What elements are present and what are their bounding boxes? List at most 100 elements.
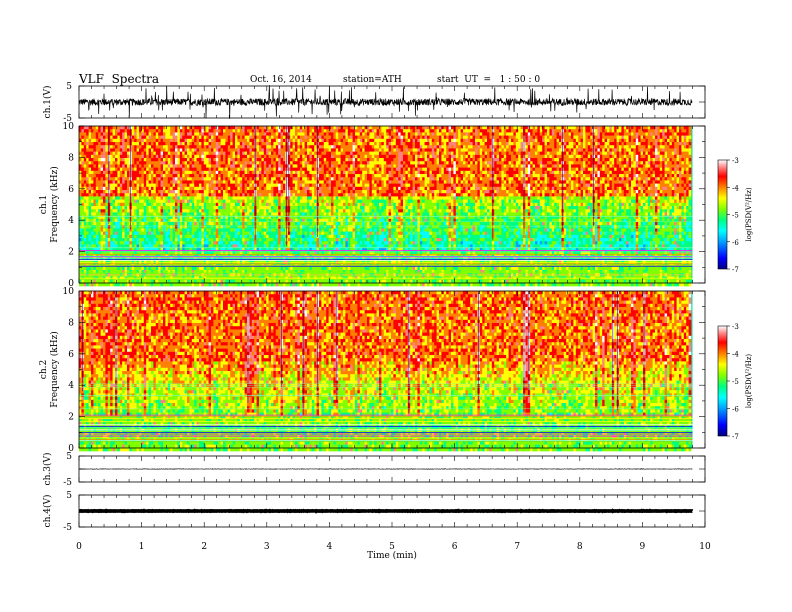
spectrogram-cell: [199, 228, 202, 232]
spectrogram-cell: [252, 196, 255, 200]
spectrogram-cell: [101, 222, 104, 226]
spectrogram-cell: [163, 171, 166, 175]
spectrogram-cell: [223, 136, 226, 140]
spectrogram-cell: [117, 200, 120, 204]
spectrogram-cell: [221, 216, 224, 220]
spectrogram-cell: [216, 126, 219, 130]
spectrogram-cell: [233, 251, 236, 255]
spectrogram-cell: [242, 235, 245, 239]
spectrogram-cell: [204, 267, 207, 271]
spectrogram-cell: [293, 161, 296, 165]
spectrogram-cell: [161, 129, 164, 133]
spectrogram-cell: [295, 228, 298, 232]
spectrogram-cell: [151, 241, 154, 245]
spectrogram-cell: [276, 145, 279, 149]
spectrogram-cell: [115, 184, 118, 188]
spectrogram-cell: [134, 212, 137, 216]
spectrogram-cell: [261, 251, 264, 255]
spectrogram-cell: [156, 270, 159, 274]
spectrogram-cell: [297, 164, 300, 168]
spectrogram-cell: [259, 200, 262, 204]
spectrogram-cell: [168, 177, 171, 181]
spectrogram-cell: [86, 174, 89, 178]
spectrogram-cell: [192, 206, 195, 210]
spectrogram-cell: [117, 161, 120, 165]
spectrogram-cell: [211, 142, 214, 146]
spectrogram-cell: [273, 177, 276, 181]
spectrogram-cell: [295, 190, 298, 194]
spectrogram-cell: [194, 238, 197, 242]
spectrogram-cell: [149, 267, 152, 271]
spectrogram-cell: [295, 260, 298, 264]
spectrogram-cell: [261, 184, 264, 188]
spectrogram-cell: [247, 152, 250, 156]
spectrogram-cell: [189, 136, 192, 140]
spectrogram-cell: [295, 219, 298, 223]
spectrogram-cell: [101, 212, 104, 216]
spectrogram-cell: [165, 193, 168, 197]
spectrogram-cell: [89, 129, 92, 133]
spectrogram-cell: [283, 196, 286, 200]
spectrogram-cell: [115, 190, 118, 194]
spectrogram-cell: [180, 270, 183, 274]
spectrogram-cell: [185, 203, 188, 207]
spectrogram-cell: [194, 280, 197, 284]
spectrogram-cell: [197, 158, 200, 162]
spectrogram-cell: [194, 180, 197, 184]
spectrogram-cell: [211, 168, 214, 172]
spectrogram-cell: [137, 145, 140, 149]
spectrogram-cell: [137, 152, 140, 156]
spectrogram-cell: [309, 158, 312, 162]
spectrogram-cell: [151, 180, 154, 184]
spectrogram-cell: [247, 145, 250, 149]
spectrogram-cell: [213, 136, 216, 140]
spectrogram-cell: [228, 219, 231, 223]
spectrogram-cell: [266, 235, 269, 239]
spectrogram-cell: [163, 206, 166, 210]
spectrogram-cell: [141, 174, 144, 178]
spectrogram-cell: [105, 187, 108, 191]
spectrogram-cell: [297, 190, 300, 194]
spectrogram-cell: [105, 177, 108, 181]
spectrogram-cell: [213, 180, 216, 184]
spectrogram-cell: [86, 200, 89, 204]
spectrogram-cell: [264, 148, 267, 152]
spectrogram-cell: [105, 251, 108, 255]
spectrogram-cell: [89, 267, 92, 271]
spectrogram-cell: [84, 129, 87, 133]
spectrogram-cell: [300, 129, 303, 133]
spectrogram-cell: [127, 200, 130, 204]
spectrogram-cell: [257, 158, 260, 162]
spectrogram-cell: [283, 193, 286, 197]
spectrogram-cell: [139, 193, 142, 197]
spectrogram-cell: [216, 145, 219, 149]
spectrogram-cell: [137, 161, 140, 165]
spectrogram-cell: [269, 129, 272, 133]
spectrogram-cell: [242, 270, 245, 274]
spectrogram-cell: [79, 177, 82, 181]
spectrogram-cell: [163, 222, 166, 226]
spectrogram-cell: [189, 193, 192, 197]
spectrogram-cell: [101, 126, 104, 130]
spectrogram-cell: [206, 184, 209, 188]
spectrogram-cell: [216, 132, 219, 136]
spectrogram-cell: [290, 164, 293, 168]
spectrogram-cell: [122, 238, 125, 242]
spectrogram-cell: [276, 158, 279, 162]
spectrogram-cell: [230, 180, 233, 184]
spectrogram-cell: [132, 136, 135, 140]
spectrogram-cell: [170, 196, 173, 200]
spectrogram-cell: [273, 228, 276, 232]
spectrogram-cell: [209, 267, 212, 271]
spectrogram-cell: [264, 132, 267, 136]
spectrogram-cell: [237, 216, 240, 220]
spectrogram-cell: [86, 161, 89, 165]
spectrogram-cell: [245, 206, 248, 210]
spectrogram-cell: [245, 225, 248, 229]
spectrogram-cell: [233, 212, 236, 216]
spectrogram-cell: [153, 238, 156, 242]
spectrogram-cell: [81, 225, 84, 229]
spectrogram-cell: [122, 232, 125, 236]
spectrogram-cell: [158, 241, 161, 245]
spectrogram-cell: [149, 126, 152, 130]
